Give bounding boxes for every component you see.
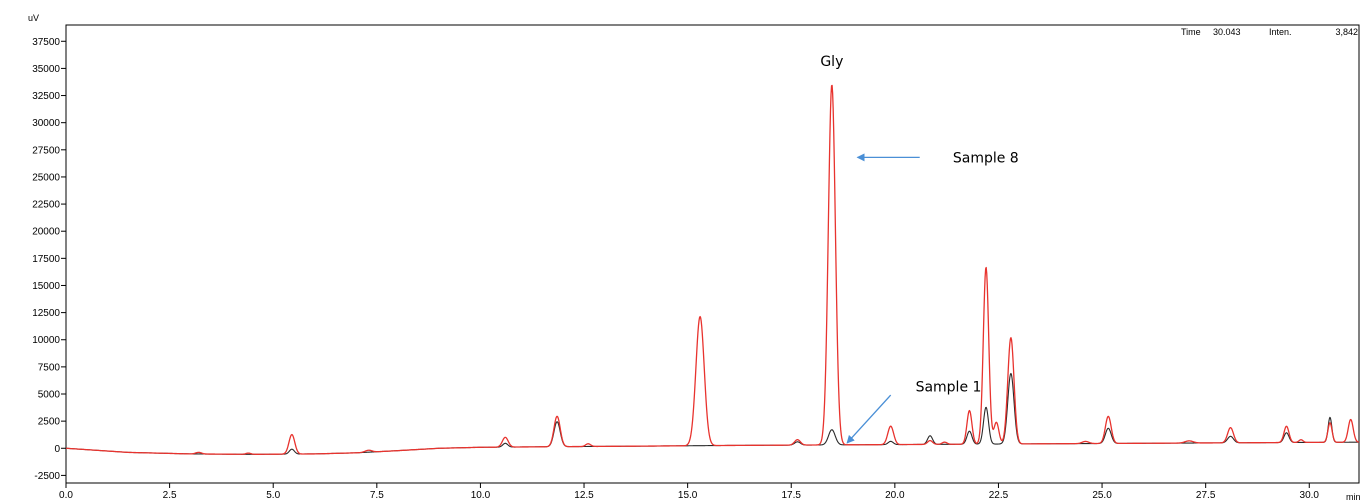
annotations: Gly Sample 8 Sample 1 — [820, 54, 1019, 444]
annotation-arrow — [846, 394, 892, 444]
x-unit-label: min — [1346, 492, 1361, 502]
y-tick-label: 22500 — [32, 200, 60, 211]
x-tick-label: 20.0 — [885, 490, 905, 501]
series-group — [65, 84, 1360, 455]
y-tick-label: 12500 — [32, 308, 60, 319]
y-tick-label: -2500 — [34, 471, 60, 482]
y-tick-label: 10000 — [32, 335, 60, 346]
x-tick-label: 27.5 — [1196, 490, 1216, 501]
y-tick-label: 5000 — [38, 390, 61, 401]
series-line-red — [65, 84, 1360, 455]
readout-time-label: Time — [1181, 27, 1201, 37]
annotation-label: Sample 1 — [916, 379, 982, 395]
x-tick-label: 0.0 — [59, 490, 73, 501]
x-tick-label: 30.0 — [1300, 490, 1320, 501]
y-tick-label: 30000 — [32, 118, 60, 129]
y-tick-label: 35000 — [32, 64, 60, 75]
series-line-black — [65, 372, 1360, 455]
readout-time-value: 30.043 — [1213, 27, 1241, 37]
y-tick-label: 7500 — [38, 362, 61, 373]
x-tick-label: 5.0 — [266, 490, 280, 501]
x-tick-label: 12.5 — [574, 490, 594, 501]
x-tick-label: 15.0 — [678, 490, 698, 501]
y-tick-label: 37500 — [32, 37, 60, 48]
y-tick-label: 0 — [54, 444, 60, 455]
x-tick-label: 10.0 — [471, 490, 491, 501]
x-tick-label: 2.5 — [163, 490, 177, 501]
annotation-label: Sample 8 — [953, 150, 1019, 166]
y-tick-label: 2500 — [38, 417, 61, 428]
readout-inten-label: Inten. — [1269, 27, 1292, 37]
y-tick-label: 25000 — [32, 172, 60, 183]
annotation-label: Gly — [820, 54, 843, 70]
y-tick-label: 15000 — [32, 281, 60, 292]
y-unit-label: uV — [28, 13, 39, 23]
y-tick-label: 32500 — [32, 91, 60, 102]
y-tick-label: 27500 — [32, 145, 60, 156]
y-axis: -2500 0 2500 5000 7500 10000 12500 15000 17500 20… — [32, 37, 66, 482]
cursor-readout: Time 30.043 Inten. 3,842 — [1181, 27, 1358, 37]
x-tick-label: 7.5 — [370, 490, 384, 501]
x-tick-label: 25.0 — [1092, 490, 1112, 501]
y-tick-label: 17500 — [32, 254, 60, 265]
plot-frame — [65, 24, 1360, 484]
y-tick-label: 20000 — [32, 227, 60, 238]
x-axis: 0.0 2.5 5.0 7.5 10.0 12.5 15.0 17.5 20.0 22.5 25.0… — [59, 483, 1319, 501]
x-tick-label: 22.5 — [989, 490, 1009, 501]
x-tick-label: 17.5 — [782, 490, 802, 501]
readout-inten-value: 3,842 — [1335, 27, 1358, 37]
